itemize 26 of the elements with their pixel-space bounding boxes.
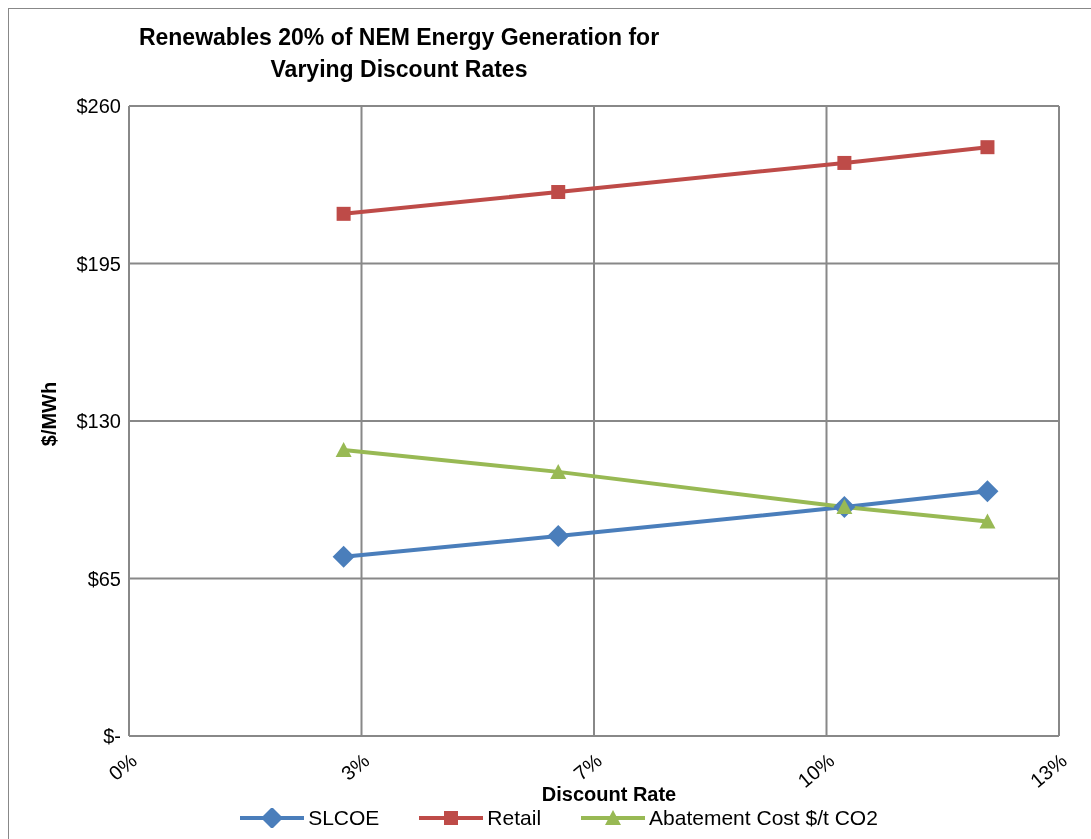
x-tick-label: 0% <box>104 749 141 785</box>
point <box>550 463 567 479</box>
point <box>979 513 996 529</box>
point <box>336 206 351 221</box>
point <box>335 442 352 458</box>
y-tick-label: $195 <box>76 252 121 275</box>
legend-label: SLCOE <box>308 806 380 830</box>
legend-label: Abatement Cost $/t CO2 <box>649 806 878 830</box>
y-tick-label: $65 <box>87 567 121 590</box>
x-tick-label: 13% <box>1026 749 1071 792</box>
point <box>551 185 566 200</box>
x-tick-label: 10% <box>793 749 839 792</box>
y-tick-label: $260 <box>76 95 121 118</box>
x-axis-title: Discount Rate <box>541 783 677 806</box>
y-axis-title: $/MWh <box>37 381 61 447</box>
point <box>547 525 570 548</box>
x-tick-label: 3% <box>337 749 374 785</box>
y-tick-label: $- <box>103 725 121 748</box>
point <box>837 155 852 170</box>
y-tick-label: $130 <box>76 410 121 433</box>
point <box>980 140 995 155</box>
chart-title: Renewables 20% of NEM Energy Generation for Varying Discount Rates <box>137 23 661 84</box>
point <box>332 545 355 568</box>
point <box>976 480 999 503</box>
legend-label: Retail <box>487 806 542 830</box>
x-tick-label: 7% <box>569 749 606 785</box>
